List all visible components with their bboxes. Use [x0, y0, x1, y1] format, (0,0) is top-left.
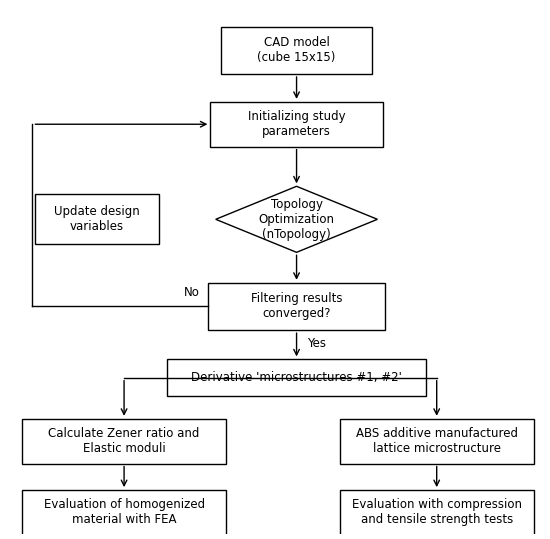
FancyBboxPatch shape [210, 102, 383, 147]
Text: Derivative 'microstructures #1, #2': Derivative 'microstructures #1, #2' [191, 371, 402, 384]
FancyBboxPatch shape [340, 490, 534, 535]
Text: ABS additive manufactured
lattice microstructure: ABS additive manufactured lattice micros… [356, 427, 518, 455]
Text: Topology
Optimization
(nTopology): Topology Optimization (nTopology) [258, 198, 334, 241]
Text: No: No [184, 286, 200, 299]
FancyBboxPatch shape [167, 360, 426, 396]
Text: Filtering results
converged?: Filtering results converged? [251, 293, 342, 321]
FancyBboxPatch shape [340, 419, 534, 464]
Polygon shape [216, 186, 377, 252]
Text: Initializing study
parameters: Initializing study parameters [248, 110, 345, 138]
Text: Evaluation with compression
and tensile strength tests: Evaluation with compression and tensile … [351, 499, 522, 527]
Text: Evaluation of homogenized
material with FEA: Evaluation of homogenized material with … [43, 499, 205, 527]
Text: Yes: Yes [307, 336, 326, 350]
FancyBboxPatch shape [221, 26, 372, 74]
FancyBboxPatch shape [21, 490, 227, 535]
Text: CAD model
(cube 15x15): CAD model (cube 15x15) [257, 36, 336, 64]
FancyBboxPatch shape [35, 194, 159, 244]
FancyBboxPatch shape [208, 282, 386, 330]
Text: Update design
variables: Update design variables [54, 205, 140, 233]
Text: Calculate Zener ratio and
Elastic moduli: Calculate Zener ratio and Elastic moduli [48, 427, 200, 455]
FancyBboxPatch shape [21, 419, 227, 464]
